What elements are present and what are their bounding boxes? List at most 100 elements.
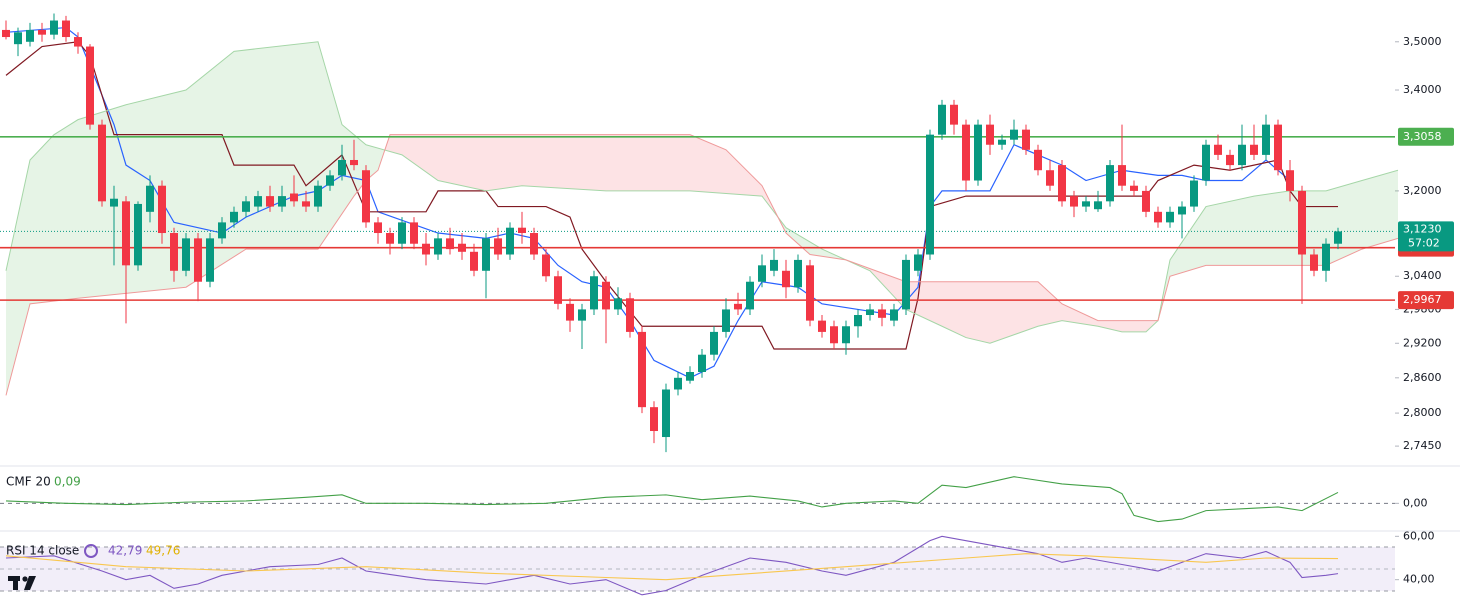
- cloud-fill: [1350, 182, 1356, 255]
- cloud-fill: [1248, 196, 1254, 266]
- cloud-fill: [828, 251, 834, 259]
- cloud-fill: [588, 134, 594, 191]
- candle-body: [458, 243, 466, 252]
- cloud-fill: [390, 134, 396, 154]
- cloud-fill: [804, 238, 810, 255]
- cloud-fill: [84, 115, 90, 298]
- cloud-fill: [672, 134, 678, 191]
- rsi-ma-value: 49,76: [146, 544, 180, 558]
- cloud-fill: [1344, 183, 1350, 258]
- cloud-fill: [1230, 200, 1236, 266]
- cloud-fill: [576, 134, 582, 190]
- cloud-fill: [618, 134, 624, 191]
- cloud-fill: [1134, 320, 1140, 332]
- candle-body: [674, 377, 682, 390]
- last-price-box: [1398, 221, 1454, 252]
- candle-body: [1178, 206, 1186, 215]
- candle-body: [1202, 144, 1210, 181]
- cloud-fill: [936, 281, 942, 327]
- candle-body: [1154, 211, 1162, 223]
- cloud-fill: [738, 161, 744, 195]
- cloud-fill: [996, 281, 1002, 342]
- y-tick-label: 3,0400: [1403, 269, 1442, 282]
- cloud-fill: [72, 119, 78, 299]
- cloud-fill: [1122, 320, 1128, 332]
- cloud-fill: [432, 134, 438, 181]
- cloud-fill: [720, 147, 726, 194]
- cloud-fill: [288, 44, 294, 250]
- cloud-fill: [1098, 320, 1104, 328]
- y-tick-label: 3,4000: [1403, 83, 1442, 96]
- cloud-fill: [942, 281, 948, 330]
- cloud-fill: [540, 134, 546, 188]
- candle-body: [758, 265, 766, 282]
- cloud-fill: [606, 134, 612, 191]
- countdown-label: 57:02: [1408, 236, 1440, 249]
- candle-body: [146, 185, 154, 212]
- cloud-fill: [1260, 194, 1266, 266]
- cloud-fill: [546, 134, 552, 188]
- cloud-fill: [408, 134, 414, 164]
- candle-body: [614, 298, 622, 310]
- candle-body: [722, 309, 730, 332]
- y-tick-label: 2,8600: [1403, 371, 1442, 384]
- cloud-fill: [924, 281, 930, 321]
- cloud-fill: [12, 214, 18, 373]
- candle-body: [1238, 144, 1246, 166]
- cloud-fill: [1356, 180, 1362, 252]
- cloud-fill: [1362, 178, 1368, 250]
- cloud-fill: [750, 173, 756, 196]
- cloud-fill: [330, 82, 336, 232]
- level-label-box: [1398, 291, 1454, 310]
- cloud-fill: [480, 134, 486, 191]
- cloud-fill: [1056, 298, 1062, 323]
- candle-body: [506, 227, 514, 255]
- cloud-fill: [876, 270, 882, 284]
- cloud-fill: [1308, 190, 1314, 266]
- candle-body: [602, 281, 610, 310]
- candle-body: [830, 326, 838, 344]
- candle-body: [1286, 170, 1294, 191]
- cloud-fill: [642, 134, 648, 191]
- cloud-fill: [1068, 306, 1074, 323]
- candle-body: [914, 254, 922, 271]
- candle-body: [938, 104, 946, 135]
- cloud-fill: [294, 43, 300, 250]
- candle-body: [878, 309, 886, 318]
- cloud-fill: [18, 187, 24, 349]
- candle-body: [206, 238, 214, 282]
- cloud-fill: [1104, 320, 1110, 330]
- y-tick-label: 60,00: [1403, 529, 1435, 542]
- cloud-fill: [612, 134, 618, 191]
- candle-body: [1214, 144, 1222, 155]
- cloud-fill: [1074, 309, 1080, 324]
- candle-body: [638, 331, 646, 408]
- cloud-fill: [1146, 320, 1152, 332]
- candle-body: [422, 243, 430, 255]
- cloud-fill: [1374, 175, 1380, 246]
- candle-body: [578, 309, 586, 321]
- rsi-title: RSI 14 close: [6, 544, 79, 558]
- cloud-fill: [690, 134, 696, 192]
- cloud-fill: [696, 137, 702, 192]
- indicator-line: [5, 41, 1338, 350]
- candle-body: [362, 170, 370, 223]
- cloud-fill: [456, 134, 462, 186]
- cloud-fill: [624, 134, 630, 191]
- candle-body: [1166, 211, 1174, 223]
- candle-body: [218, 222, 226, 239]
- cloud-fill: [666, 134, 672, 191]
- y-tick-label: 2,8000: [1403, 406, 1442, 419]
- cloud-fill: [66, 123, 72, 300]
- candle-body: [794, 259, 802, 288]
- cloud-fill: [1254, 195, 1260, 266]
- cloud-fill: [1044, 287, 1050, 325]
- level-label: 3,3058: [1403, 130, 1442, 143]
- cloud-fill: [30, 153, 36, 304]
- cloud-fill: [1116, 320, 1122, 332]
- candle-body: [314, 185, 322, 207]
- candle-body: [266, 196, 274, 207]
- candle-body: [50, 20, 58, 35]
- cloud-fill: [396, 134, 402, 155]
